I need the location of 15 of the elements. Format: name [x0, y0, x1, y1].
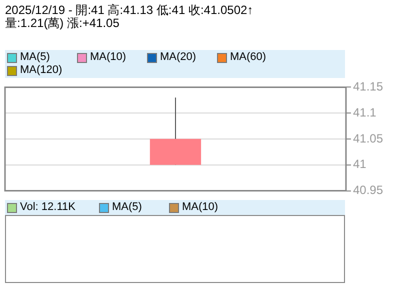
legend-label: MA(5) [19, 51, 51, 64]
legend-label: Vol: 12.11K [19, 201, 76, 214]
y-tick-label: 41.05 [352, 131, 384, 146]
chart-subtitle: 量:1.21(萬) 漲:+41.05 [5, 16, 120, 30]
legend-label: MA(10) [89, 51, 128, 64]
y-tick-label: 41.1 [352, 105, 377, 120]
legend-label: MA(120) [19, 64, 64, 77]
legend-label: MA(5) [111, 201, 143, 214]
y-tick-label: 40.95 [352, 183, 384, 198]
y-tick-label: 41 [352, 157, 367, 172]
legend-label: MA(20) [159, 51, 198, 64]
legend-label: MA(60) [229, 51, 268, 64]
legend-label: MA(10) [181, 201, 220, 214]
y-tick-label: 41.15 [352, 80, 384, 94]
chart-title: 2025/12/19 - 開:41 高:41.13 低:41 收:41.0502↑ [5, 3, 254, 17]
